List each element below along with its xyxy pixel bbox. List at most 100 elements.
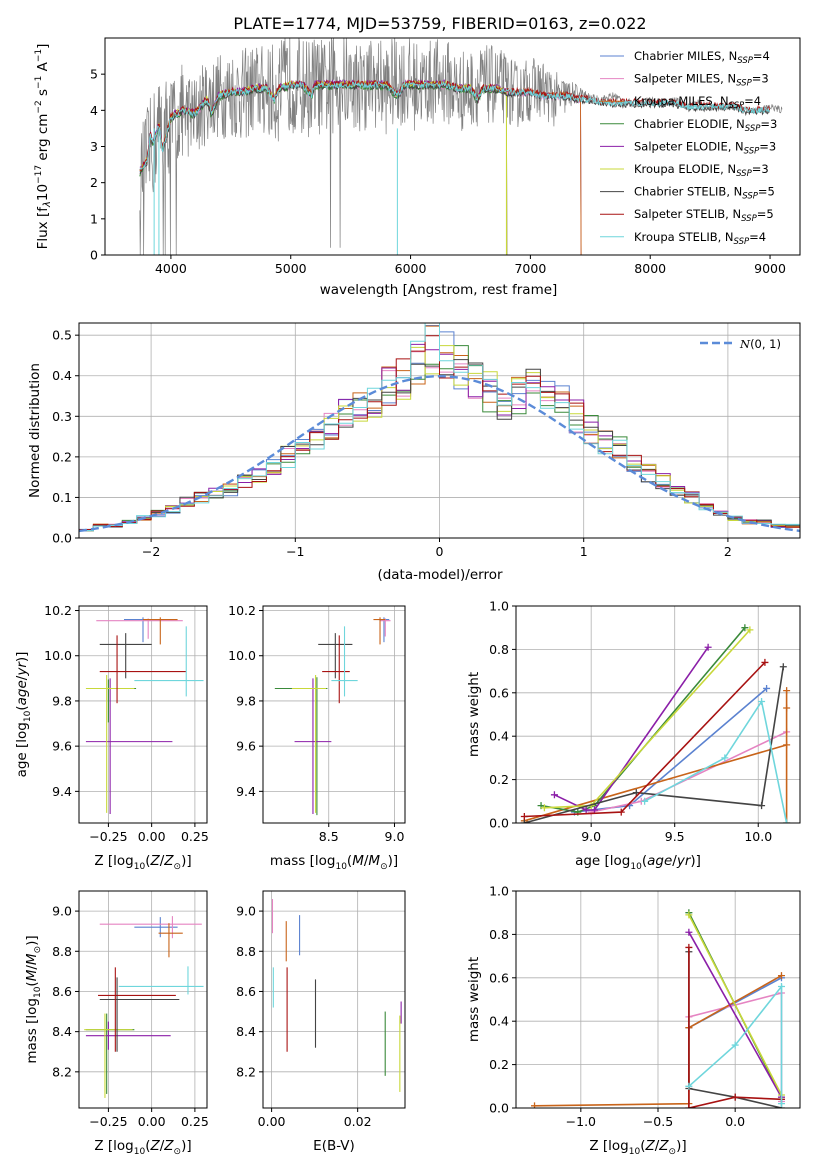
legend-label: Kroupa STELIB, NSSP=4: [634, 230, 766, 247]
y-tick-label: 8.2: [236, 1064, 256, 1079]
x-tick-label: −0.5: [643, 1114, 673, 1129]
weight-line-chabrier-stelib: [524, 666, 785, 823]
weight-line-salpeter-elodie: [688, 931, 783, 1098]
x-tick-label: 8.5: [319, 829, 339, 844]
y-tick-label: 5: [90, 67, 98, 82]
x-tick-label: 1: [580, 544, 588, 559]
y-tick-label: 0.3: [52, 409, 72, 424]
errorbar-kroupa-elodie: [84, 1013, 133, 1098]
weight-marker: [763, 684, 771, 692]
axes: 9.0 9.5 10.0 0.0 0.2 0.4 0.6 0.8 1.0: [489, 599, 801, 844]
weight-line-chabrier-elodie: [540, 627, 746, 813]
panel-age-vs-mass: 8.5 9.0 9.4 9.6 9.8 10.0 10.2 mass [log10(M/M⊙)…: [228, 603, 406, 872]
plot-area: [85, 617, 204, 814]
y-tick-label: 8.6: [52, 984, 72, 999]
x-tick-label: 7000: [514, 261, 546, 276]
weight-marker: [641, 797, 649, 805]
y-tick-label: 8.4: [236, 1024, 256, 1039]
y-axis-label: mass weight: [466, 957, 482, 1042]
model-kroupa-miles: [139, 79, 582, 255]
weight-line-salpeter-elodie: [554, 646, 709, 811]
legend-label: Chabrier STELIB, NSSP=5: [634, 185, 775, 202]
legend-label: Kroupa ELODIE, NSSP=3: [634, 162, 769, 179]
weight-marker: [685, 1082, 693, 1090]
model-chabrier-miles: [139, 80, 582, 255]
legend-label: Chabrier ELODIE, NSSP=3: [634, 117, 777, 134]
y-tick-label: 0.1: [52, 490, 72, 505]
weight-line-kroupa-miles: [524, 690, 788, 823]
weight-marker: [731, 1041, 739, 1049]
panel-age-vs-Z: −0.25 0.00 0.25 9.4 9.6 9.8 10.0 10.2 Z [log10(Z…: [14, 603, 209, 872]
y-axis-label: Flux [fλ10−17 erg cm−2 s−1 A−1]: [34, 44, 53, 250]
observed-spectrum: [139, 38, 783, 255]
errorbar-salpeter-miles: [96, 618, 183, 639]
legend-label: Chabrier MILES, NSSP=4: [634, 49, 770, 66]
x-tick-label: −0.25: [89, 1114, 127, 1129]
y-tick-label: 1.0: [489, 884, 509, 899]
x-tick-label: 4000: [155, 261, 187, 276]
y-axis-label: mass weight: [466, 672, 482, 757]
errorbar-kroupa-miles: [373, 617, 386, 645]
axes: −2 −1 0 1 2 0.0 0.1 0.2 0.3 0.4 0.5: [52, 322, 801, 559]
errorbar-chabrier-elodie: [85, 1013, 135, 1094]
errorbar-chabrier-stelib: [318, 633, 353, 679]
errorbar-salpeter-miles: [99, 916, 202, 939]
weight-marker: [685, 928, 693, 936]
axes: 0.00 0.02 8.2 8.4 8.6 8.8 9.0: [236, 890, 406, 1129]
weight-marker: [783, 704, 791, 712]
errorbar-salpeter-elodie: [294, 678, 332, 814]
y-tick-label: 9.6: [52, 739, 72, 754]
x-tick-label: 0: [436, 544, 444, 559]
errorbar-salpeter-elodie: [85, 1021, 171, 1050]
y-tick-label: 0.4: [52, 368, 72, 383]
errorbar-salpeter-stelib: [99, 635, 187, 704]
y-tick-label: 2: [90, 175, 98, 190]
gaussian-curve: [79, 374, 800, 533]
y-tick-label: 0.5: [52, 328, 72, 343]
plot-area: [79, 323, 800, 538]
legend: Chabrier MILES, NSSP=4 Salpeter MILES, NS…: [600, 49, 777, 247]
weight-marker: [632, 789, 640, 797]
x-tick-label: 2: [724, 544, 732, 559]
weight-marker: [758, 697, 766, 705]
y-tick-label: 8.8: [236, 944, 256, 959]
x-tick-label: 10.0: [744, 829, 772, 844]
x-tick-label: 9000: [754, 261, 786, 276]
plot-area: [84, 916, 204, 1098]
x-axis-label: Z [log10(Z/Z⊙)]: [94, 853, 191, 872]
weight-marker: [617, 808, 625, 816]
axes-frame: [262, 605, 406, 824]
errorbar-kroupa-elodie: [291, 674, 327, 813]
x-tick-label: 0.25: [181, 1114, 209, 1129]
axes-frame: [78, 605, 208, 824]
weight-marker: [685, 1104, 693, 1108]
y-axis-label: Normed distribution: [27, 363, 43, 498]
weight-line-kroupa-stelib: [688, 984, 783, 1104]
y-tick-label: 9.8: [52, 693, 72, 708]
x-tick-label: −2: [142, 544, 160, 559]
plot-area: [139, 38, 783, 255]
x-tick-label: −0.25: [89, 829, 127, 844]
weight-marker: [777, 972, 785, 980]
histogram-kroupa-stelib: [79, 323, 800, 538]
axes-frame: [262, 890, 406, 1109]
y-tick-label: 9.6: [236, 739, 256, 754]
y-tick-label: 0.8: [489, 927, 509, 942]
weight-marker: [591, 806, 599, 814]
weight-marker: [531, 1102, 539, 1108]
weight-line-chabrier-miles: [574, 687, 768, 813]
errorbar-chabrier-stelib: [99, 977, 180, 1052]
weight-marker: [582, 806, 590, 814]
y-tick-label: 9.4: [52, 784, 72, 799]
axes-frame: [78, 890, 208, 1109]
y-tick-label: 3: [90, 139, 98, 154]
y-tick-label: 0.0: [489, 1101, 509, 1116]
y-tick-label: 10.0: [228, 648, 256, 663]
errorbar-kroupa-elodie: [85, 674, 135, 813]
errorbar-kroupa-stelib: [331, 626, 358, 697]
y-tick-label: 0.4: [489, 729, 509, 744]
y-tick-label: 10.2: [44, 603, 72, 618]
x-axis-label: E(B-V): [313, 1138, 355, 1154]
weight-marker: [704, 643, 712, 651]
panel-mass-vs-Z: −0.25 0.00 0.25 8.2 8.4 8.6 8.8 9.0 Z [log10(Z/Z…: [24, 890, 209, 1157]
